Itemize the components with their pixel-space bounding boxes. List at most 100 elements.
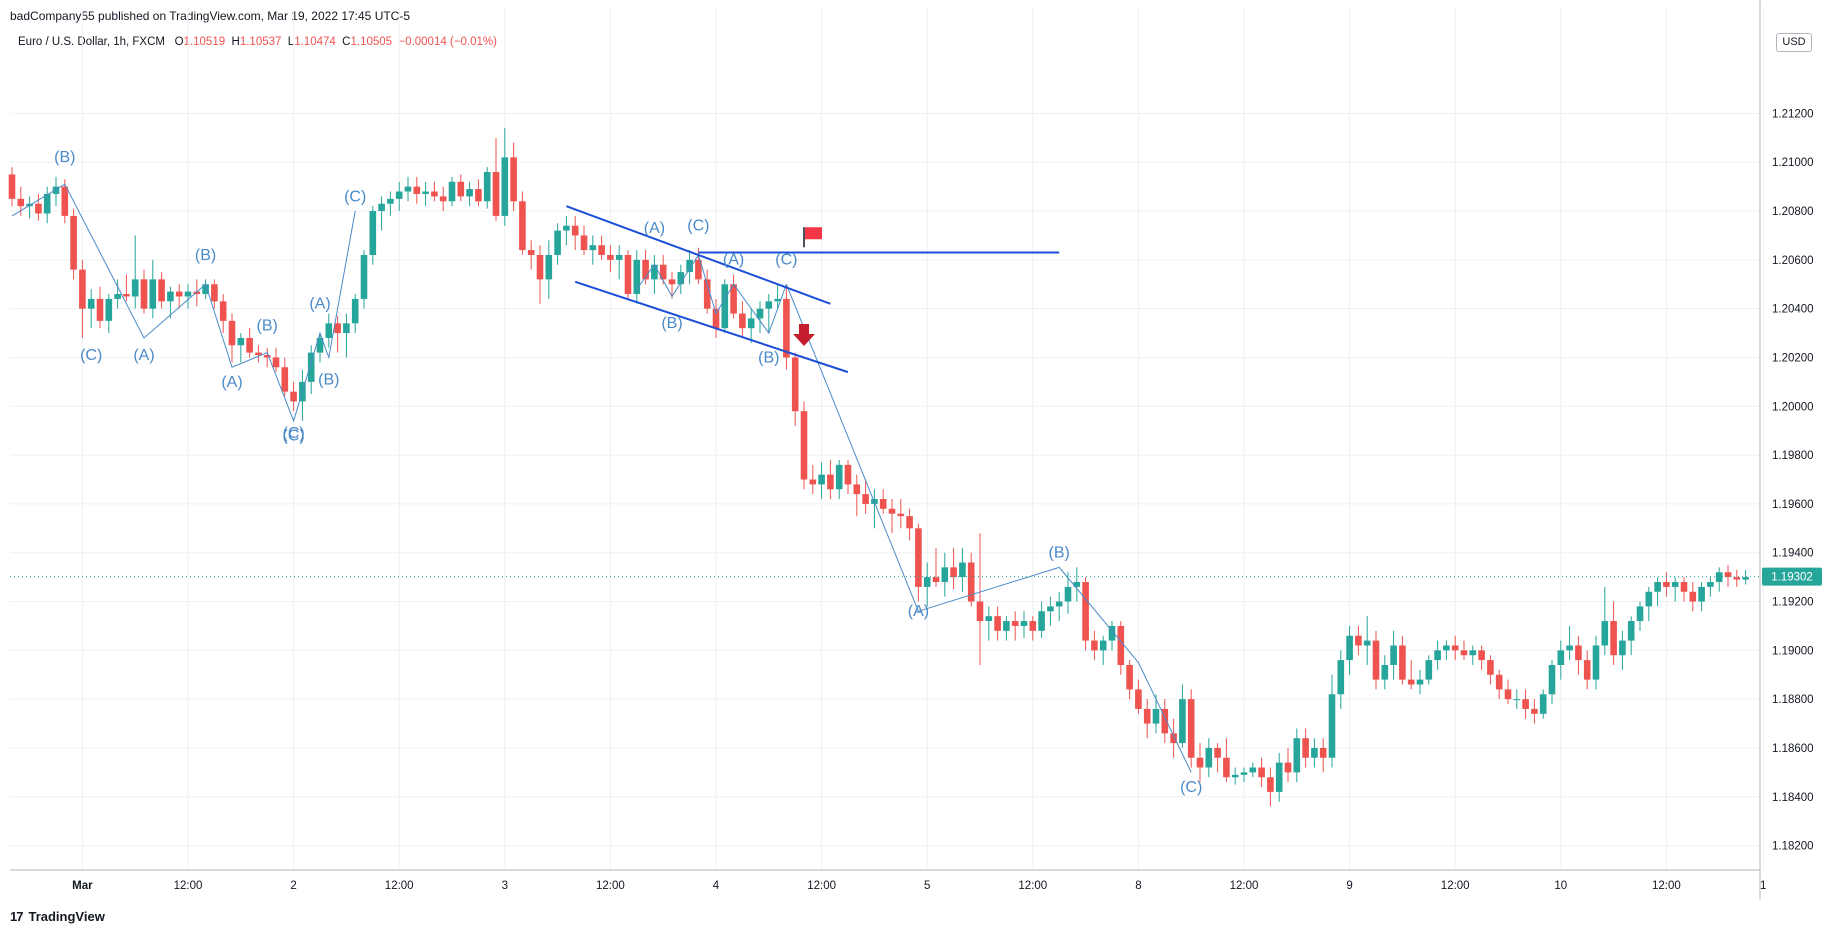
time-tick-label: 8 [1135,880,1141,892]
candle [607,245,614,273]
candle-body [404,186,412,192]
candle-body [1487,660,1494,675]
candle [87,289,95,329]
candle-body [1443,645,1450,651]
elliott-wave-path-inner [636,253,787,335]
candle [105,294,113,334]
elliott-wave-path-left [11,183,356,423]
candle-body [167,291,174,302]
price-axis[interactable]: 1.21200 1.21000 1.20800 1.20600 1.20400 1.202… [1759,0,1822,900]
currency-badge[interactable]: USD [1776,33,1812,52]
time-tick-label: 12:00 [385,880,414,892]
candle-body [1346,635,1353,661]
candle [1249,762,1257,778]
low-label: L [287,36,295,48]
candle [571,215,579,251]
candle [1522,689,1529,719]
candle [976,533,984,665]
candle [1187,689,1195,768]
candle-body [950,567,957,578]
candle [642,250,649,285]
candle-body [686,259,693,273]
candle-body [747,318,755,329]
candle [950,547,957,590]
candle-body [149,279,157,309]
candle [272,347,280,373]
candle-body [1143,708,1151,724]
candle-body [941,567,949,583]
candle [114,279,121,309]
candle [967,552,975,607]
candle [325,313,333,348]
candle-body [307,352,315,382]
candle-body [263,355,271,358]
candle-body [1680,582,1688,592]
wave-label: (A) [309,296,330,313]
wave-label: (A) [908,603,929,620]
candle-body [1654,582,1661,592]
candle [281,357,289,397]
candle-body [818,474,825,485]
close-value: 1.10505 [350,36,393,48]
candle [695,247,702,285]
candle [1082,577,1089,651]
candle [1091,630,1098,661]
candle-body [1170,733,1177,744]
wave-label: (C) [687,218,709,235]
wave-label: (A) [723,252,744,269]
candle [818,462,825,500]
price-tick-label: 1.20800 [1772,206,1814,218]
price-tick-label: 1.20400 [1772,304,1814,316]
candle-body [1425,660,1433,680]
candle-body [1522,699,1529,709]
candle [1020,611,1028,639]
candle [1654,577,1661,607]
channel-lower-line [574,280,849,374]
candle-body [105,298,113,321]
candle [1223,738,1230,783]
candle [1152,694,1160,734]
time-axis[interactable]: Mar 12:00 2 12:00 3 12:00 4 12:00 5 12:00 8 12:00 9 1… [10,869,1766,892]
candle-body [1689,591,1697,602]
time-tick-label: Mar [72,880,93,892]
candle [246,328,253,358]
candle-body [387,198,394,204]
candle-body [79,269,86,309]
candle-body [739,313,746,329]
candle [263,347,271,368]
candle-body [457,181,465,197]
candle-body [589,245,597,251]
symbol-legend: Euro / U.S. Dollar, 1h, FXCM O1.10519 H1… [18,36,497,48]
candle [1548,660,1556,705]
candle-body [1372,640,1380,680]
time-tick-label: 12:00 [1441,880,1470,892]
candle [316,333,324,363]
candle [554,223,561,265]
candle [563,215,570,246]
candle [140,269,148,314]
candle [193,279,201,307]
flag-cloth [805,227,822,240]
candle-body [1504,689,1512,700]
candle-body [879,499,887,509]
candle [1372,630,1380,690]
time-tick-label: 4 [713,880,720,892]
brand-name: TradingView [28,909,105,924]
channel-upper-line [566,205,831,305]
candle-body [985,616,993,622]
candle [79,259,86,338]
candle-body [1293,738,1301,773]
candle-body [1038,611,1045,631]
candle [1011,611,1019,641]
time-tick-label: 12:00 [807,880,836,892]
candle [1575,635,1582,675]
candle-body [1627,621,1635,641]
candle-body [827,474,834,490]
candle-body [1152,708,1160,724]
candle [1267,767,1274,807]
candle [290,381,297,412]
candle [1355,625,1362,656]
candle [307,345,315,395]
candle [1671,577,1679,602]
